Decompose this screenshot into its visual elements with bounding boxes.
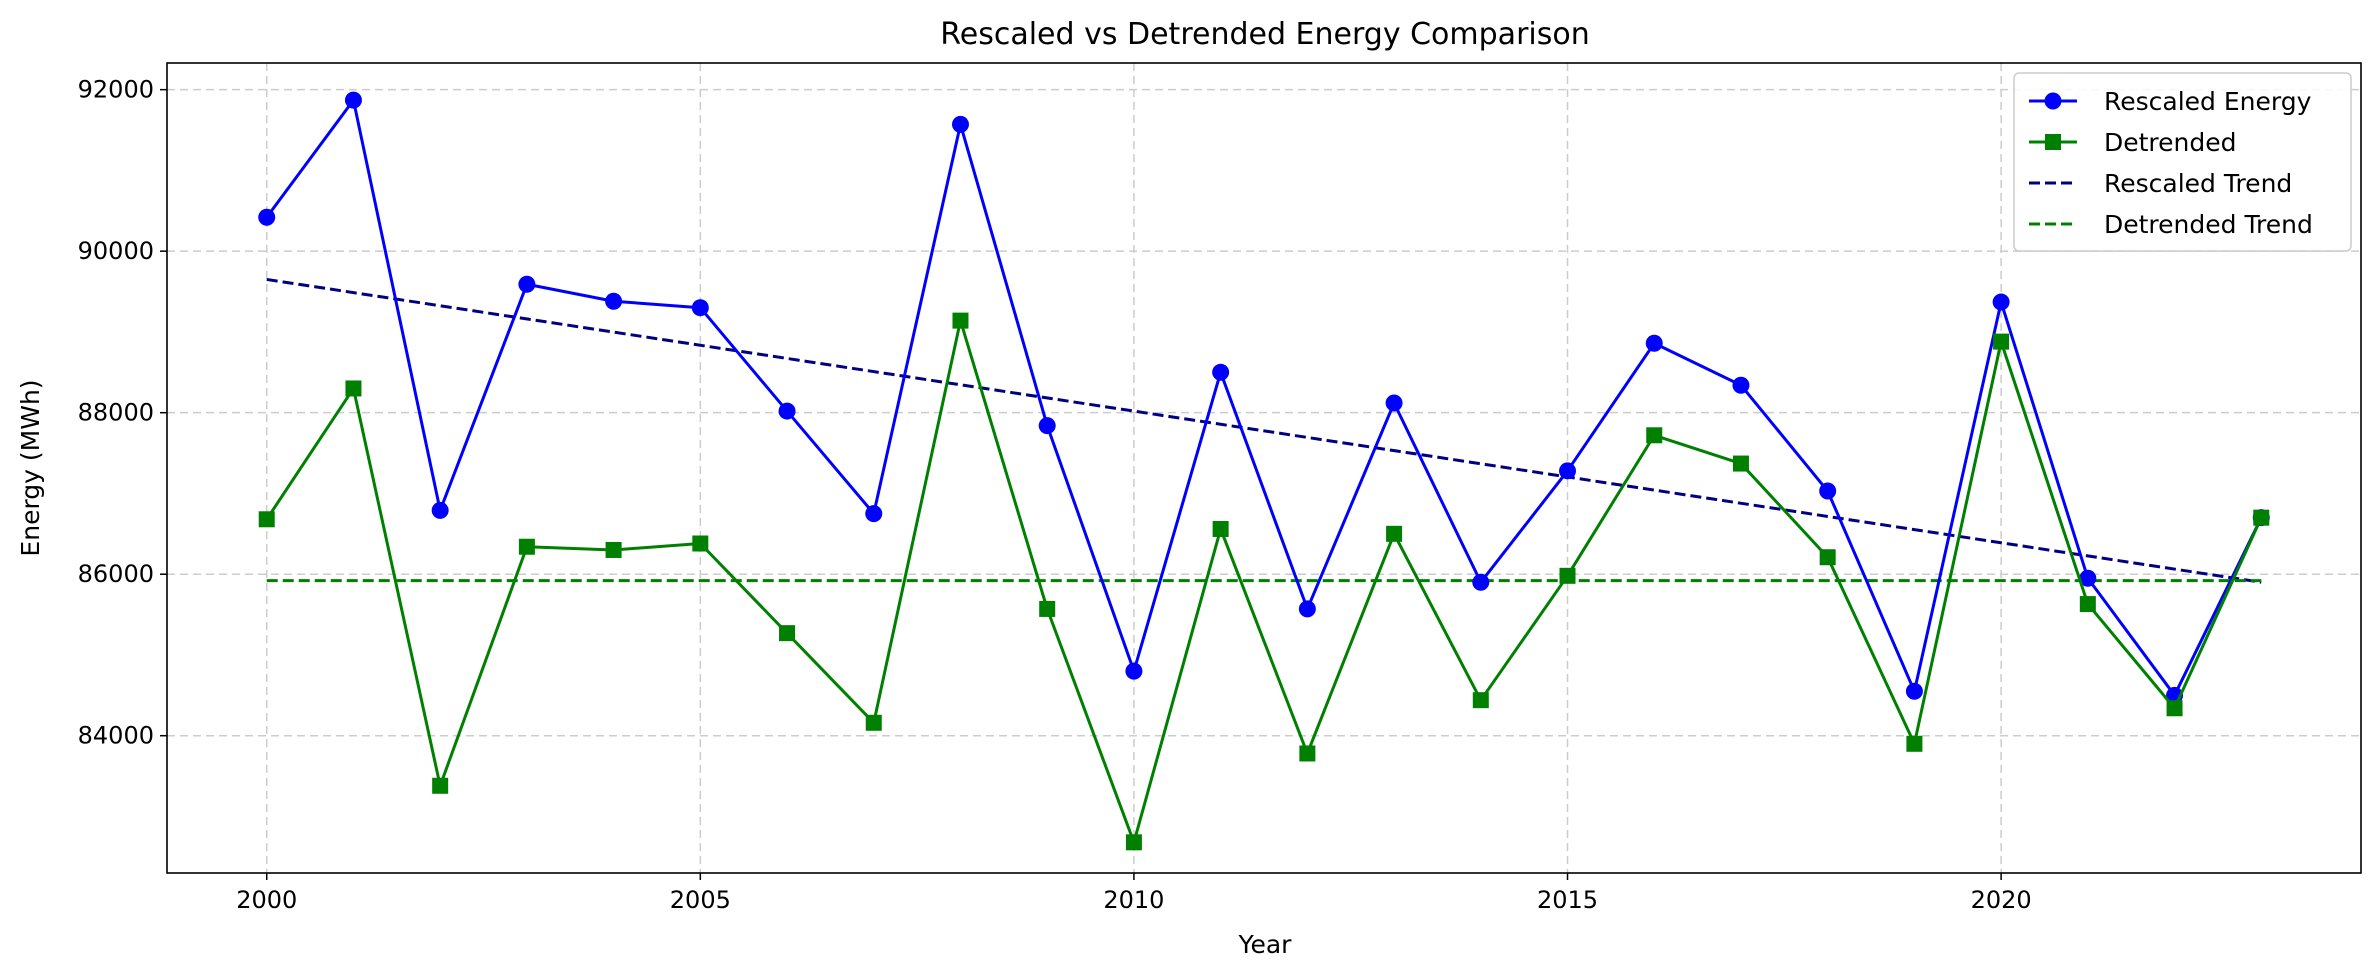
data-point-rescaled-energy [344, 91, 362, 109]
data-point-detrended [692, 535, 709, 552]
data-point-detrended [1906, 735, 1923, 752]
series-line-detrended [265, 319, 2263, 844]
data-point-detrended [865, 714, 882, 731]
data-point-rescaled-energy [605, 292, 623, 310]
data-point-detrended [2166, 700, 2183, 717]
x-tick-label: 2010 [1103, 886, 1164, 914]
data-point-detrended [1819, 549, 1836, 566]
legend-label: Rescaled Trend [2104, 169, 2292, 198]
data-point-rescaled-energy [1038, 417, 1056, 435]
legend-box [2013, 72, 2352, 252]
legend-label: Detrended [2104, 128, 2237, 157]
data-point-detrended [1559, 567, 1576, 584]
data-point-rescaled-energy [431, 501, 449, 519]
data-point-detrended [605, 541, 622, 558]
data-point-detrended [2253, 509, 2270, 526]
data-point-detrended [1125, 834, 1142, 851]
y-tick-label: 88000 [78, 399, 154, 427]
data-point-detrended [1646, 427, 1663, 444]
data-point-detrended [1039, 600, 1056, 617]
data-point-rescaled-energy [778, 402, 796, 420]
axis-ticks: 2000 2005 2010 2015 2020 84000 86000 88000 90000… [78, 76, 2032, 914]
data-point-detrended [1299, 745, 1316, 762]
x-axis-title: Year [1238, 930, 1293, 959]
data-point-rescaled-energy [1992, 293, 2010, 311]
data-point-detrended [1732, 455, 1749, 472]
x-tick-label: 2015 [1537, 886, 1598, 914]
legend: Rescaled Energy Detrended Rescaled Trend De… [2013, 72, 2352, 252]
data-point-detrended [1472, 692, 1489, 709]
x-tick-label: 2000 [236, 886, 297, 914]
data-point-detrended [952, 312, 969, 329]
data-point-detrended [2079, 596, 2096, 613]
data-point-detrended [1993, 333, 2010, 350]
data-point-rescaled-energy [691, 299, 709, 317]
data-point-detrended [1386, 525, 1403, 542]
data-point-detrended [779, 625, 796, 642]
data-point-rescaled-energy [1819, 482, 1837, 500]
legend-item-detrended: Detrended [2029, 128, 2237, 157]
legend-swatch-marker [2044, 92, 2062, 110]
x-tick-label: 2020 [1971, 886, 2032, 914]
legend-label: Rescaled Energy [2104, 87, 2312, 116]
data-point-rescaled-energy [865, 505, 883, 523]
data-point-rescaled-energy [1645, 334, 1663, 352]
y-tick-label: 92000 [78, 76, 154, 104]
data-point-rescaled-energy [518, 275, 536, 293]
y-tick-label: 84000 [78, 722, 154, 750]
data-point-rescaled-energy [2079, 569, 2097, 587]
chart-title: Rescaled vs Detrended Energy Comparison [940, 17, 1589, 52]
data-point-rescaled-energy [1905, 682, 1923, 700]
legend-swatch-marker [2045, 134, 2061, 150]
legend-item-rescaled-energy: Rescaled Energy [2029, 87, 2312, 116]
data-point-rescaled-energy [258, 208, 276, 226]
data-point-rescaled-energy [1125, 662, 1143, 680]
data-point-rescaled-energy [1559, 462, 1577, 480]
y-tick-label: 90000 [78, 237, 154, 265]
series-rescaled-energy [258, 91, 2270, 704]
legend-item-detrended-trend: Detrended Trend [2029, 210, 2313, 239]
y-tick-label: 86000 [78, 560, 154, 588]
data-point-detrended [258, 511, 275, 528]
series-detrended [258, 312, 2270, 851]
data-point-rescaled-energy [1385, 394, 1403, 412]
series-line-rescaled-energy [265, 98, 2263, 697]
data-point-rescaled-energy [951, 115, 969, 133]
data-point-detrended [518, 538, 535, 555]
legend-item-rescaled-trend: Rescaled Trend [2029, 169, 2292, 198]
data-point-rescaled-energy [1212, 363, 1230, 381]
data-point-rescaled-energy [1732, 376, 1750, 394]
series-rescaled-trend [266, 277, 2262, 584]
series-layer [258, 91, 2270, 851]
data-point-detrended [345, 380, 362, 397]
data-point-rescaled-energy [1298, 600, 1316, 618]
data-point-rescaled-energy [1472, 573, 1490, 591]
series-line-rescaled-trend [266, 277, 2262, 584]
legend-label: Detrended Trend [2104, 210, 2313, 239]
x-tick-label: 2005 [670, 886, 731, 914]
plot-frame [166, 62, 2362, 874]
data-point-detrended [432, 777, 449, 794]
data-point-detrended [1212, 520, 1229, 537]
y-axis-title: Energy (MWh) [16, 379, 45, 556]
